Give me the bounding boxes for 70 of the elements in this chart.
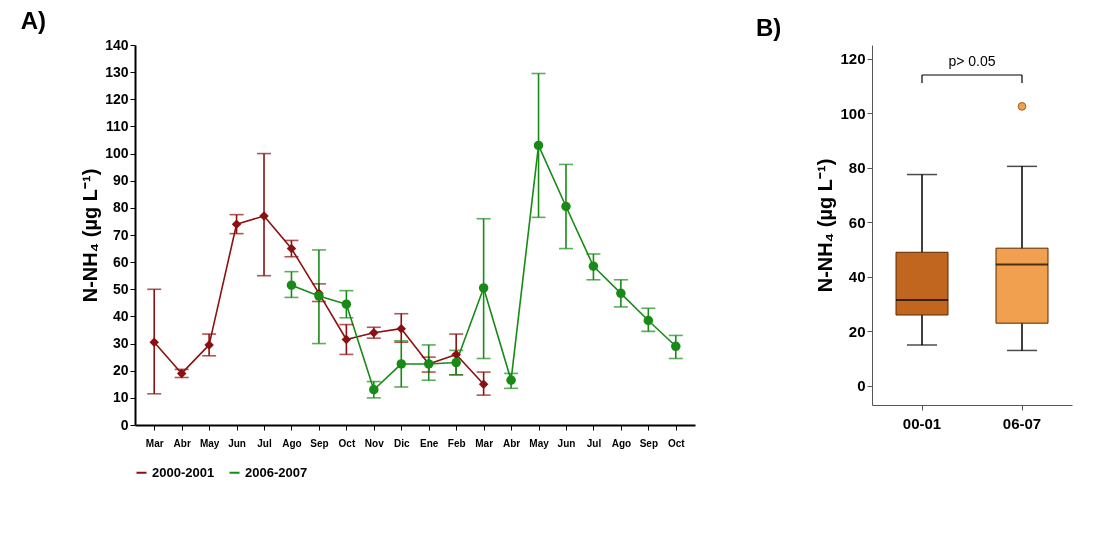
x-tick-label: Jul bbox=[586, 437, 602, 449]
x-tick-label: Ene bbox=[420, 437, 439, 449]
y-tick-label: 70 bbox=[112, 226, 129, 243]
y-tick-label: 0 bbox=[120, 416, 129, 433]
point bbox=[286, 280, 297, 290]
y-tick-label: 0 bbox=[857, 377, 866, 395]
point bbox=[369, 384, 379, 395]
point bbox=[451, 357, 461, 368]
x-tick-label: Ago bbox=[611, 437, 632, 449]
y-tick-label: 40 bbox=[848, 268, 866, 286]
y-tick-label: 60 bbox=[112, 253, 129, 270]
y-tick-label: 100 bbox=[840, 104, 866, 122]
x-tick-label: 00-01 bbox=[902, 414, 942, 432]
chart-title: A) bbox=[20, 7, 46, 34]
x-tick-label: May bbox=[199, 437, 220, 449]
chart-title: B) bbox=[755, 14, 782, 41]
point bbox=[341, 299, 352, 309]
y-tick-label: 20 bbox=[112, 362, 129, 379]
point bbox=[478, 283, 489, 293]
x-tick-label: Jun bbox=[228, 437, 246, 449]
x-tick-label: Mar bbox=[475, 437, 494, 449]
x-tick-label: Sep bbox=[639, 437, 659, 449]
y-tick-label: 110 bbox=[105, 117, 129, 134]
y-tick-label: 120 bbox=[105, 90, 129, 107]
x-tick-label: Dic bbox=[393, 437, 410, 449]
x-tick-label: May bbox=[529, 437, 550, 449]
x-tick-label: Oct bbox=[667, 437, 686, 449]
y-tick-label: 80 bbox=[848, 159, 866, 177]
point bbox=[506, 375, 516, 385]
x-tick-label: Abr bbox=[173, 437, 191, 449]
x-tick-label: Jul bbox=[257, 437, 272, 449]
point bbox=[588, 261, 599, 271]
x-tick-label: Ago bbox=[282, 437, 302, 449]
x-tick-label: Nov bbox=[364, 437, 385, 449]
y-axis-title: N-NH₄ (µg L⁻¹) bbox=[814, 158, 837, 293]
x-tick-label: Jun bbox=[557, 437, 576, 449]
point bbox=[341, 334, 352, 345]
x-tick-label: Oct bbox=[338, 437, 356, 449]
y-tick-label: 20 bbox=[848, 322, 866, 340]
point bbox=[231, 219, 242, 229]
y-tick-label: 120 bbox=[840, 50, 866, 68]
x-tick-label: 06-07 bbox=[1002, 414, 1042, 432]
y-tick-label: 100 bbox=[105, 145, 129, 162]
point bbox=[671, 341, 681, 352]
point bbox=[286, 243, 297, 254]
x-tick-label: Feb bbox=[447, 437, 466, 449]
y-tick-label: 60 bbox=[848, 213, 866, 231]
point bbox=[396, 359, 407, 369]
point bbox=[561, 201, 571, 212]
y-tick-label: 130 bbox=[105, 63, 129, 80]
x-tick-label: Mar bbox=[145, 437, 164, 449]
point bbox=[478, 379, 489, 390]
y-tick-label: 80 bbox=[112, 199, 129, 216]
y-axis-title: N-NH₄ (µg L⁻¹) bbox=[79, 168, 102, 303]
point bbox=[643, 315, 654, 326]
y-tick-label: 90 bbox=[112, 172, 129, 189]
point bbox=[616, 288, 626, 299]
y-tick-label: 50 bbox=[112, 280, 129, 297]
x-tick-label: Sep bbox=[310, 437, 329, 449]
y-tick-label: 10 bbox=[112, 389, 129, 406]
point bbox=[396, 323, 407, 334]
legend-label: 2006-2007 bbox=[245, 464, 308, 480]
x-tick-label: Abr bbox=[502, 437, 521, 449]
legend-label: 2000-2001 bbox=[152, 464, 215, 480]
y-tick-label: 40 bbox=[112, 307, 129, 324]
point bbox=[533, 140, 544, 151]
annotation: p> 0.05 bbox=[948, 53, 996, 69]
y-tick-label: 140 bbox=[105, 36, 129, 53]
y-tick-label: 30 bbox=[112, 335, 129, 352]
point bbox=[149, 337, 159, 347]
